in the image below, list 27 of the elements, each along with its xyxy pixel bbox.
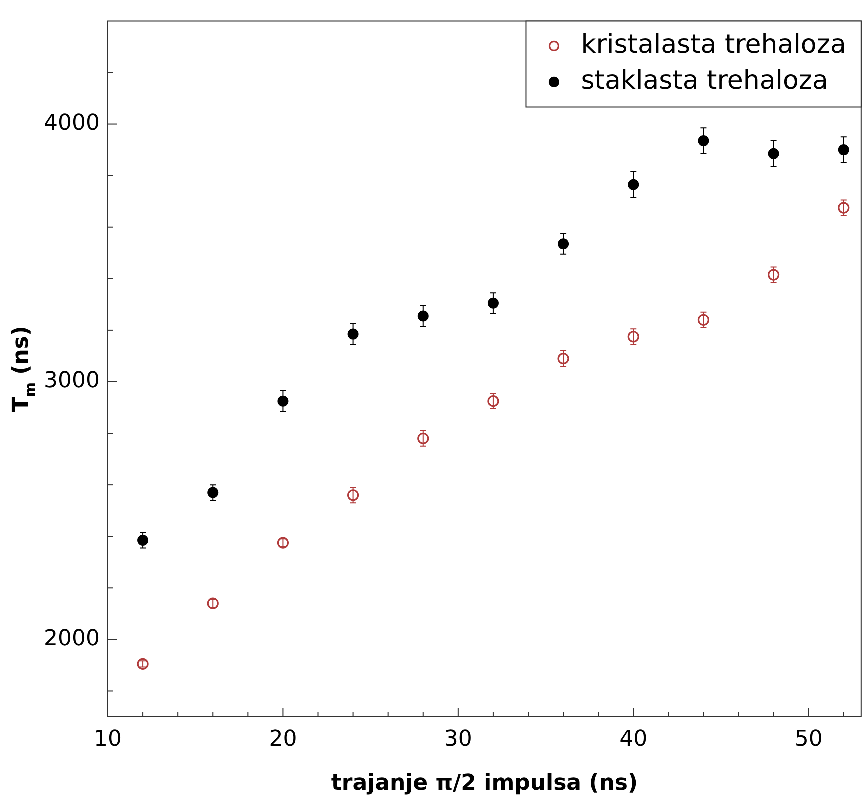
point <box>277 537 290 549</box>
point <box>418 432 430 444</box>
point <box>558 238 570 250</box>
point <box>488 396 500 408</box>
x-tick-label: 40 <box>620 726 648 752</box>
point <box>698 314 710 326</box>
y-tick-label: 4000 <box>44 111 100 136</box>
x-tick-label: 20 <box>269 726 298 752</box>
legend-label: kristalasta trehaloza <box>581 30 846 60</box>
point <box>558 352 570 365</box>
point <box>347 490 360 502</box>
x-axis-title: trajanje π/2 impulsa (ns) <box>331 771 638 796</box>
y-tick-label: 3000 <box>44 368 100 394</box>
point <box>488 298 499 309</box>
point <box>137 658 149 670</box>
point <box>838 144 850 156</box>
x-tick-label: 10 <box>94 726 122 752</box>
x-tick-label: 30 <box>444 726 472 752</box>
point <box>628 331 640 343</box>
point <box>138 534 149 546</box>
point <box>207 598 219 610</box>
x-tick-label: 50 <box>794 726 823 752</box>
y-axis-title: Tm (ns) <box>9 326 39 412</box>
legend-label: staklasta trehaloza <box>581 66 828 96</box>
point <box>838 202 850 214</box>
y-tick-label: 2000 <box>44 626 100 652</box>
point <box>768 269 780 281</box>
